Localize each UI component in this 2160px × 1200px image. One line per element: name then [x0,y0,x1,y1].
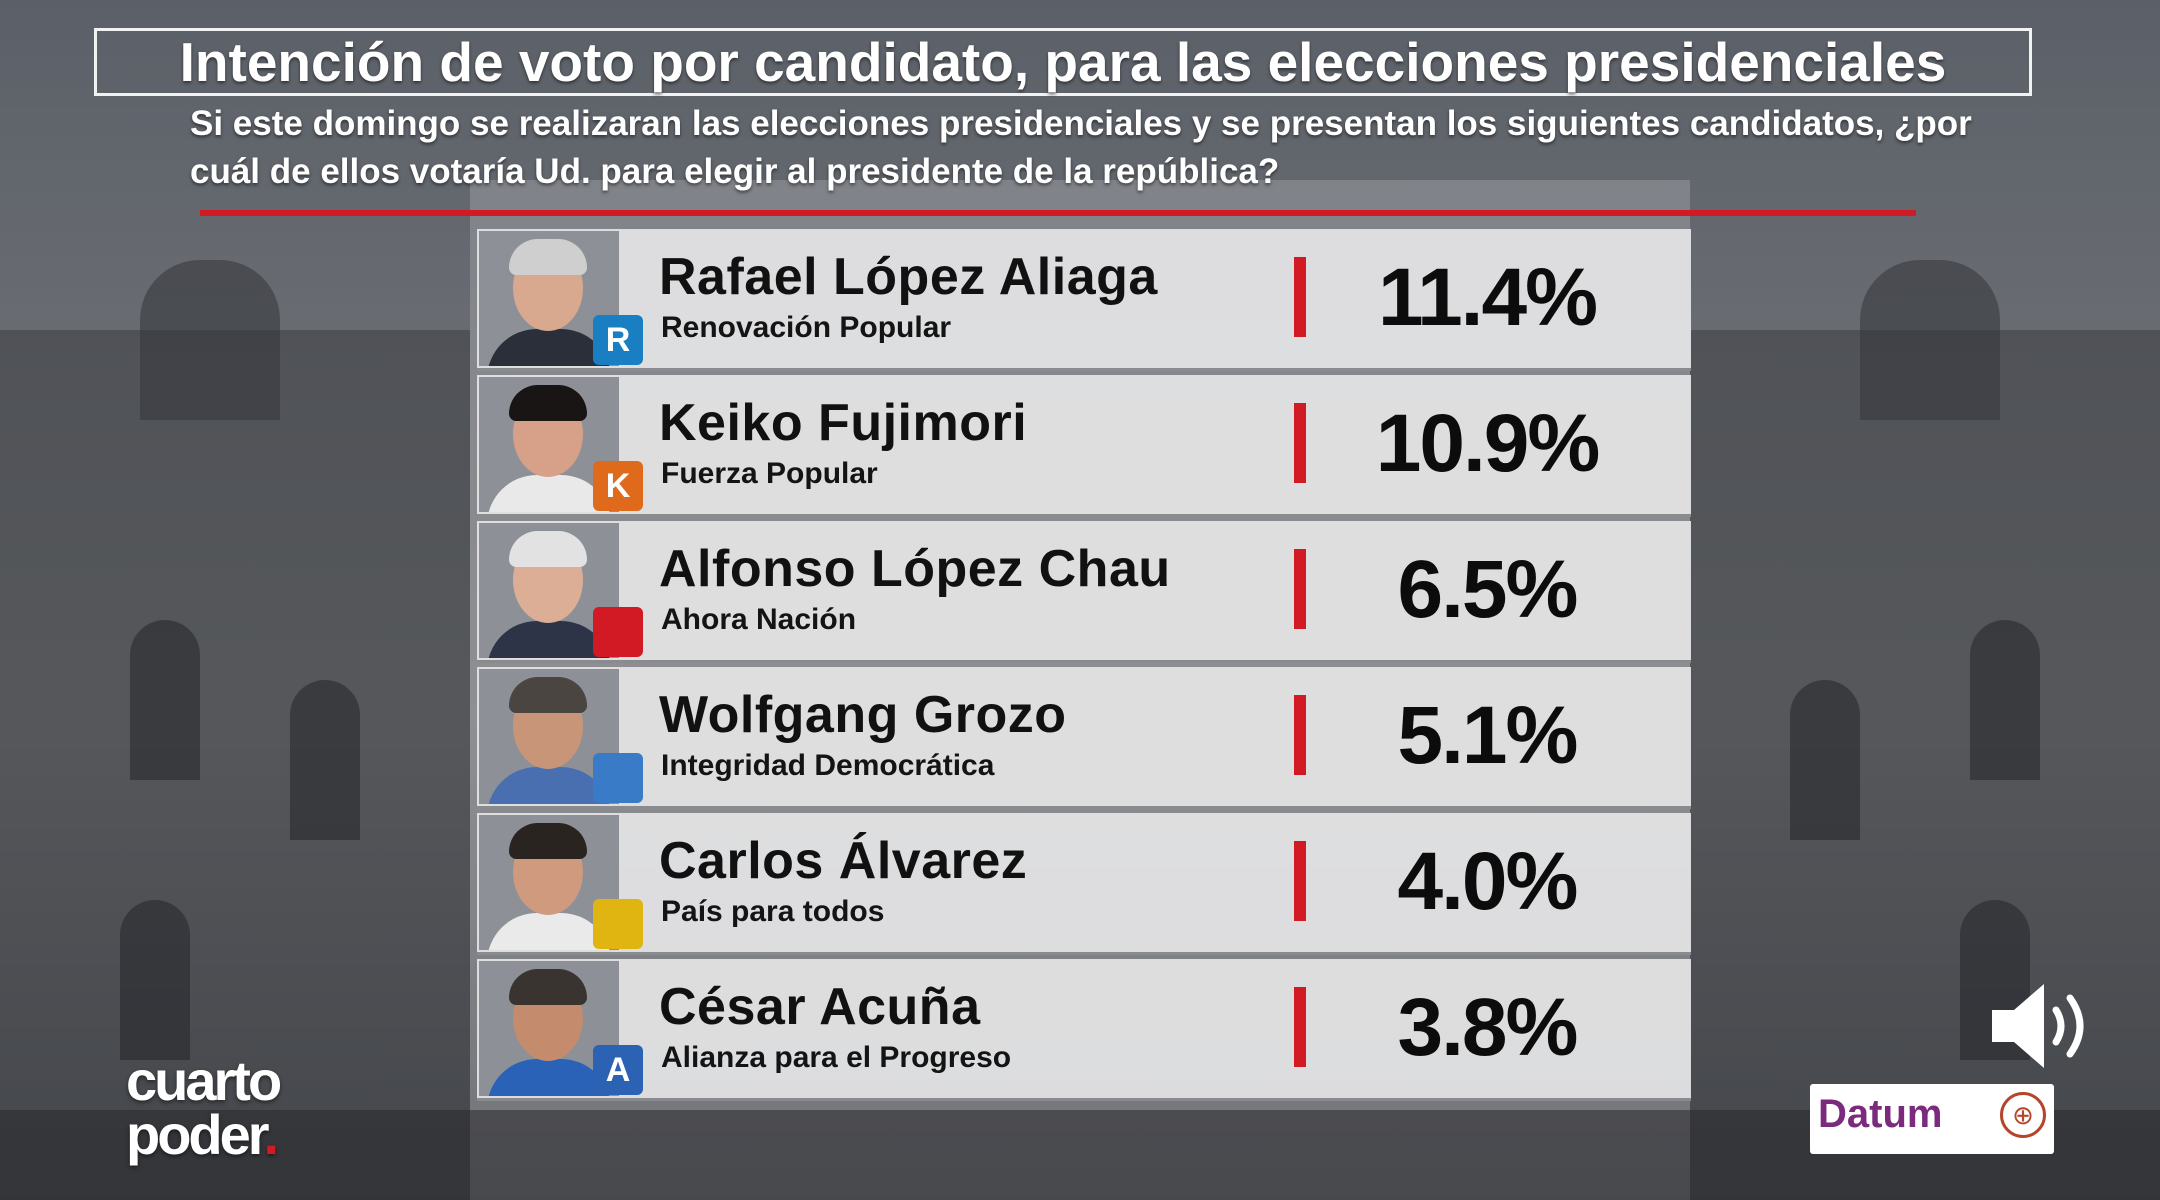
value-label: 11.4% [1378,252,1598,343]
value-label: 5.1% [1397,690,1579,781]
channel-logo-line2: poder. [126,1103,279,1166]
value-bar [1294,257,1306,337]
source-badge: Datum ⊕ [1810,1084,2054,1154]
palace-left-wing [0,330,470,1200]
photo-hair [509,239,587,275]
value-bar [1294,403,1306,483]
palace-right-wing [1690,330,2160,1200]
value-bar [1294,549,1306,629]
palace-window [130,620,200,780]
channel-logo-line1: cuarto [126,1049,282,1112]
candidate-party: Renovación Popular [661,311,952,344]
candidate-photo [479,961,619,1096]
channel-logo: cuarto poder. [126,1049,282,1166]
candidate-party: Integridad Democrática [661,749,995,782]
candidate-name: Alfonso López Chau [659,540,1171,598]
candidate-party: Fuerza Popular [661,457,878,490]
candidate-row: Wolfgang Grozo Integridad Democrática 5.1% [477,667,1691,809]
candidate-name: César Acuña [659,978,981,1036]
candidate-photo [479,669,619,804]
candidate-row: A César Acuña Alianza para el Progreso 3.8% [477,959,1691,1101]
value-label: 4.0% [1397,836,1579,927]
photo-hair [509,385,587,421]
candidate-row: Carlos Álvarez País para todos 4.0% [477,813,1691,955]
candidate-photo [479,377,619,512]
photo-hair [509,969,587,1005]
palace-window [120,900,190,1060]
title-divider [200,210,1916,216]
photo-hair [509,531,587,567]
palace-fence [0,1110,2160,1200]
candidate-row: K Keiko Fujimori Fuerza Popular 10.9% [477,375,1691,517]
chart-title: Intención de voto por candidato, para la… [94,28,2032,96]
party-logo [593,607,643,657]
photo-hair [509,823,587,859]
value-bar [1294,987,1306,1067]
candidate-name: Wolfgang Grozo [659,686,1067,744]
party-logo: R [593,315,643,365]
candidate-name: Keiko Fujimori [659,394,1028,452]
party-logo: A [593,1045,643,1095]
candidate-name: Carlos Álvarez [659,832,1028,890]
chart-subtitle: Si este domingo se realizaran las elecci… [190,104,1972,191]
value-label: 6.5% [1397,544,1579,635]
palace-window [1790,680,1860,840]
candidate-photo [479,815,619,950]
candidate-name: Rafael López Aliaga [659,248,1158,306]
party-logo [593,899,643,949]
candidate-party: Ahora Nación [661,603,857,636]
photo-hair [509,677,587,713]
value-label: 10.9% [1375,398,1601,489]
candidate-row: Alfonso López Chau Ahora Nación 6.5% [477,521,1691,663]
value-bar [1294,695,1306,775]
candidate-row: R Rafael López Aliaga Renovación Popular 11… [477,229,1691,371]
globe-icon: ⊕ [2000,1092,2046,1138]
candidate-party: Alianza para el Progreso [661,1041,1012,1074]
palace-window [1970,620,2040,780]
party-logo: K [593,461,643,511]
palace-window [290,680,360,840]
candidate-party: País para todos [661,895,885,928]
source-label: Datum [1818,1092,1943,1136]
palace-tower-right [1860,260,2000,420]
palace-tower-left [140,260,280,420]
speaker-icon[interactable] [1986,976,2096,1081]
value-bar [1294,841,1306,921]
value-label: 3.8% [1397,982,1579,1073]
party-logo [593,753,643,803]
